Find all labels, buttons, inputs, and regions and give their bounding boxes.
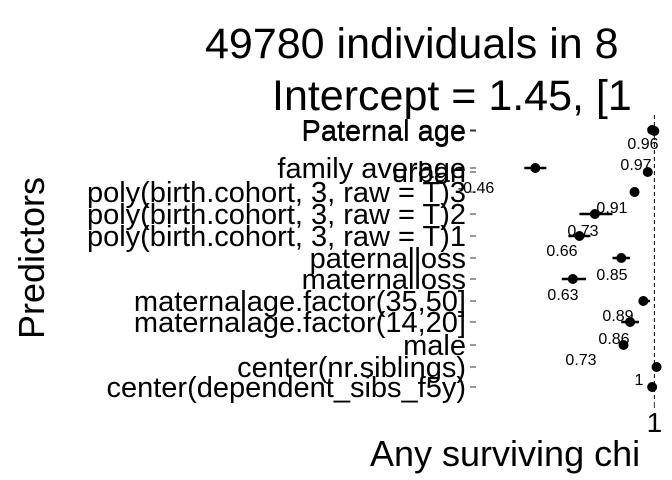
value-label: 0.63 [547, 287, 578, 304]
estimate-point [618, 340, 629, 350]
y-axis-ticks [470, 129, 476, 388]
value-label: -0.46 [458, 180, 495, 197]
category-label: Paternal age [302, 116, 466, 148]
value-label: 0.91 [596, 200, 627, 217]
y-axis-label: Predictors [11, 177, 52, 339]
value-label: 0.86 [598, 331, 629, 348]
category-label: poly(birth.cohort, 3, raw = T)2 [87, 199, 466, 231]
estimate-point [649, 126, 660, 136]
category-label: maternalage.factor(14,20] [134, 307, 466, 339]
category-label: male [403, 330, 466, 362]
estimate-point [574, 231, 585, 241]
estimate-point [651, 362, 662, 372]
estimate-point [616, 253, 627, 263]
category-label: center(dependent_sibs_f5y) [106, 372, 466, 404]
estimate-point [567, 274, 578, 284]
category-label: center(nr.siblings) [237, 352, 466, 384]
estimate-point [642, 167, 653, 177]
x-axis-label: Any surviving chi [370, 433, 640, 474]
estimates [524, 125, 662, 392]
value-label: 0.89 [602, 308, 633, 325]
estimate-point [625, 317, 636, 327]
estimate-point [530, 163, 541, 173]
title-line-1: 49780 individuals in 8 [205, 20, 619, 68]
value-label: 0.73 [565, 352, 596, 369]
value-label: 1 [635, 372, 644, 389]
title-line-2: Intercept = 1.45, [1 [272, 72, 632, 120]
category-label: maternalage.factor(35,50] [134, 286, 466, 318]
estimate-point [647, 382, 658, 392]
estimate-point [589, 209, 600, 219]
x-axis: 1 [647, 402, 663, 438]
estimate-point [638, 296, 649, 306]
value-label: 0.66 [546, 243, 577, 260]
category-label: poly(birth.cohort, 3, raw = T)3 [87, 177, 466, 209]
category-label: poly(birth.cohort, 3, raw = T)1 [87, 221, 466, 253]
category-label: family average [277, 153, 466, 185]
value-labels: 0.96 0.97 -0.46 0.91 0.73 0.66 0.85 0.63 0.89 0.8… [458, 136, 659, 389]
value-label: 0.73 [567, 223, 598, 240]
category-label: urban [392, 157, 466, 189]
category-label: Paternal age [302, 115, 466, 147]
value-label: 0.85 [596, 267, 627, 284]
category-label: paternalloss [310, 243, 466, 275]
value-label: 0.97 [620, 157, 651, 174]
category-label: maternalloss [302, 264, 466, 296]
value-label: 0.96 [627, 136, 658, 153]
x-tick-label: 1 [647, 407, 663, 438]
estimate-point [629, 187, 640, 197]
